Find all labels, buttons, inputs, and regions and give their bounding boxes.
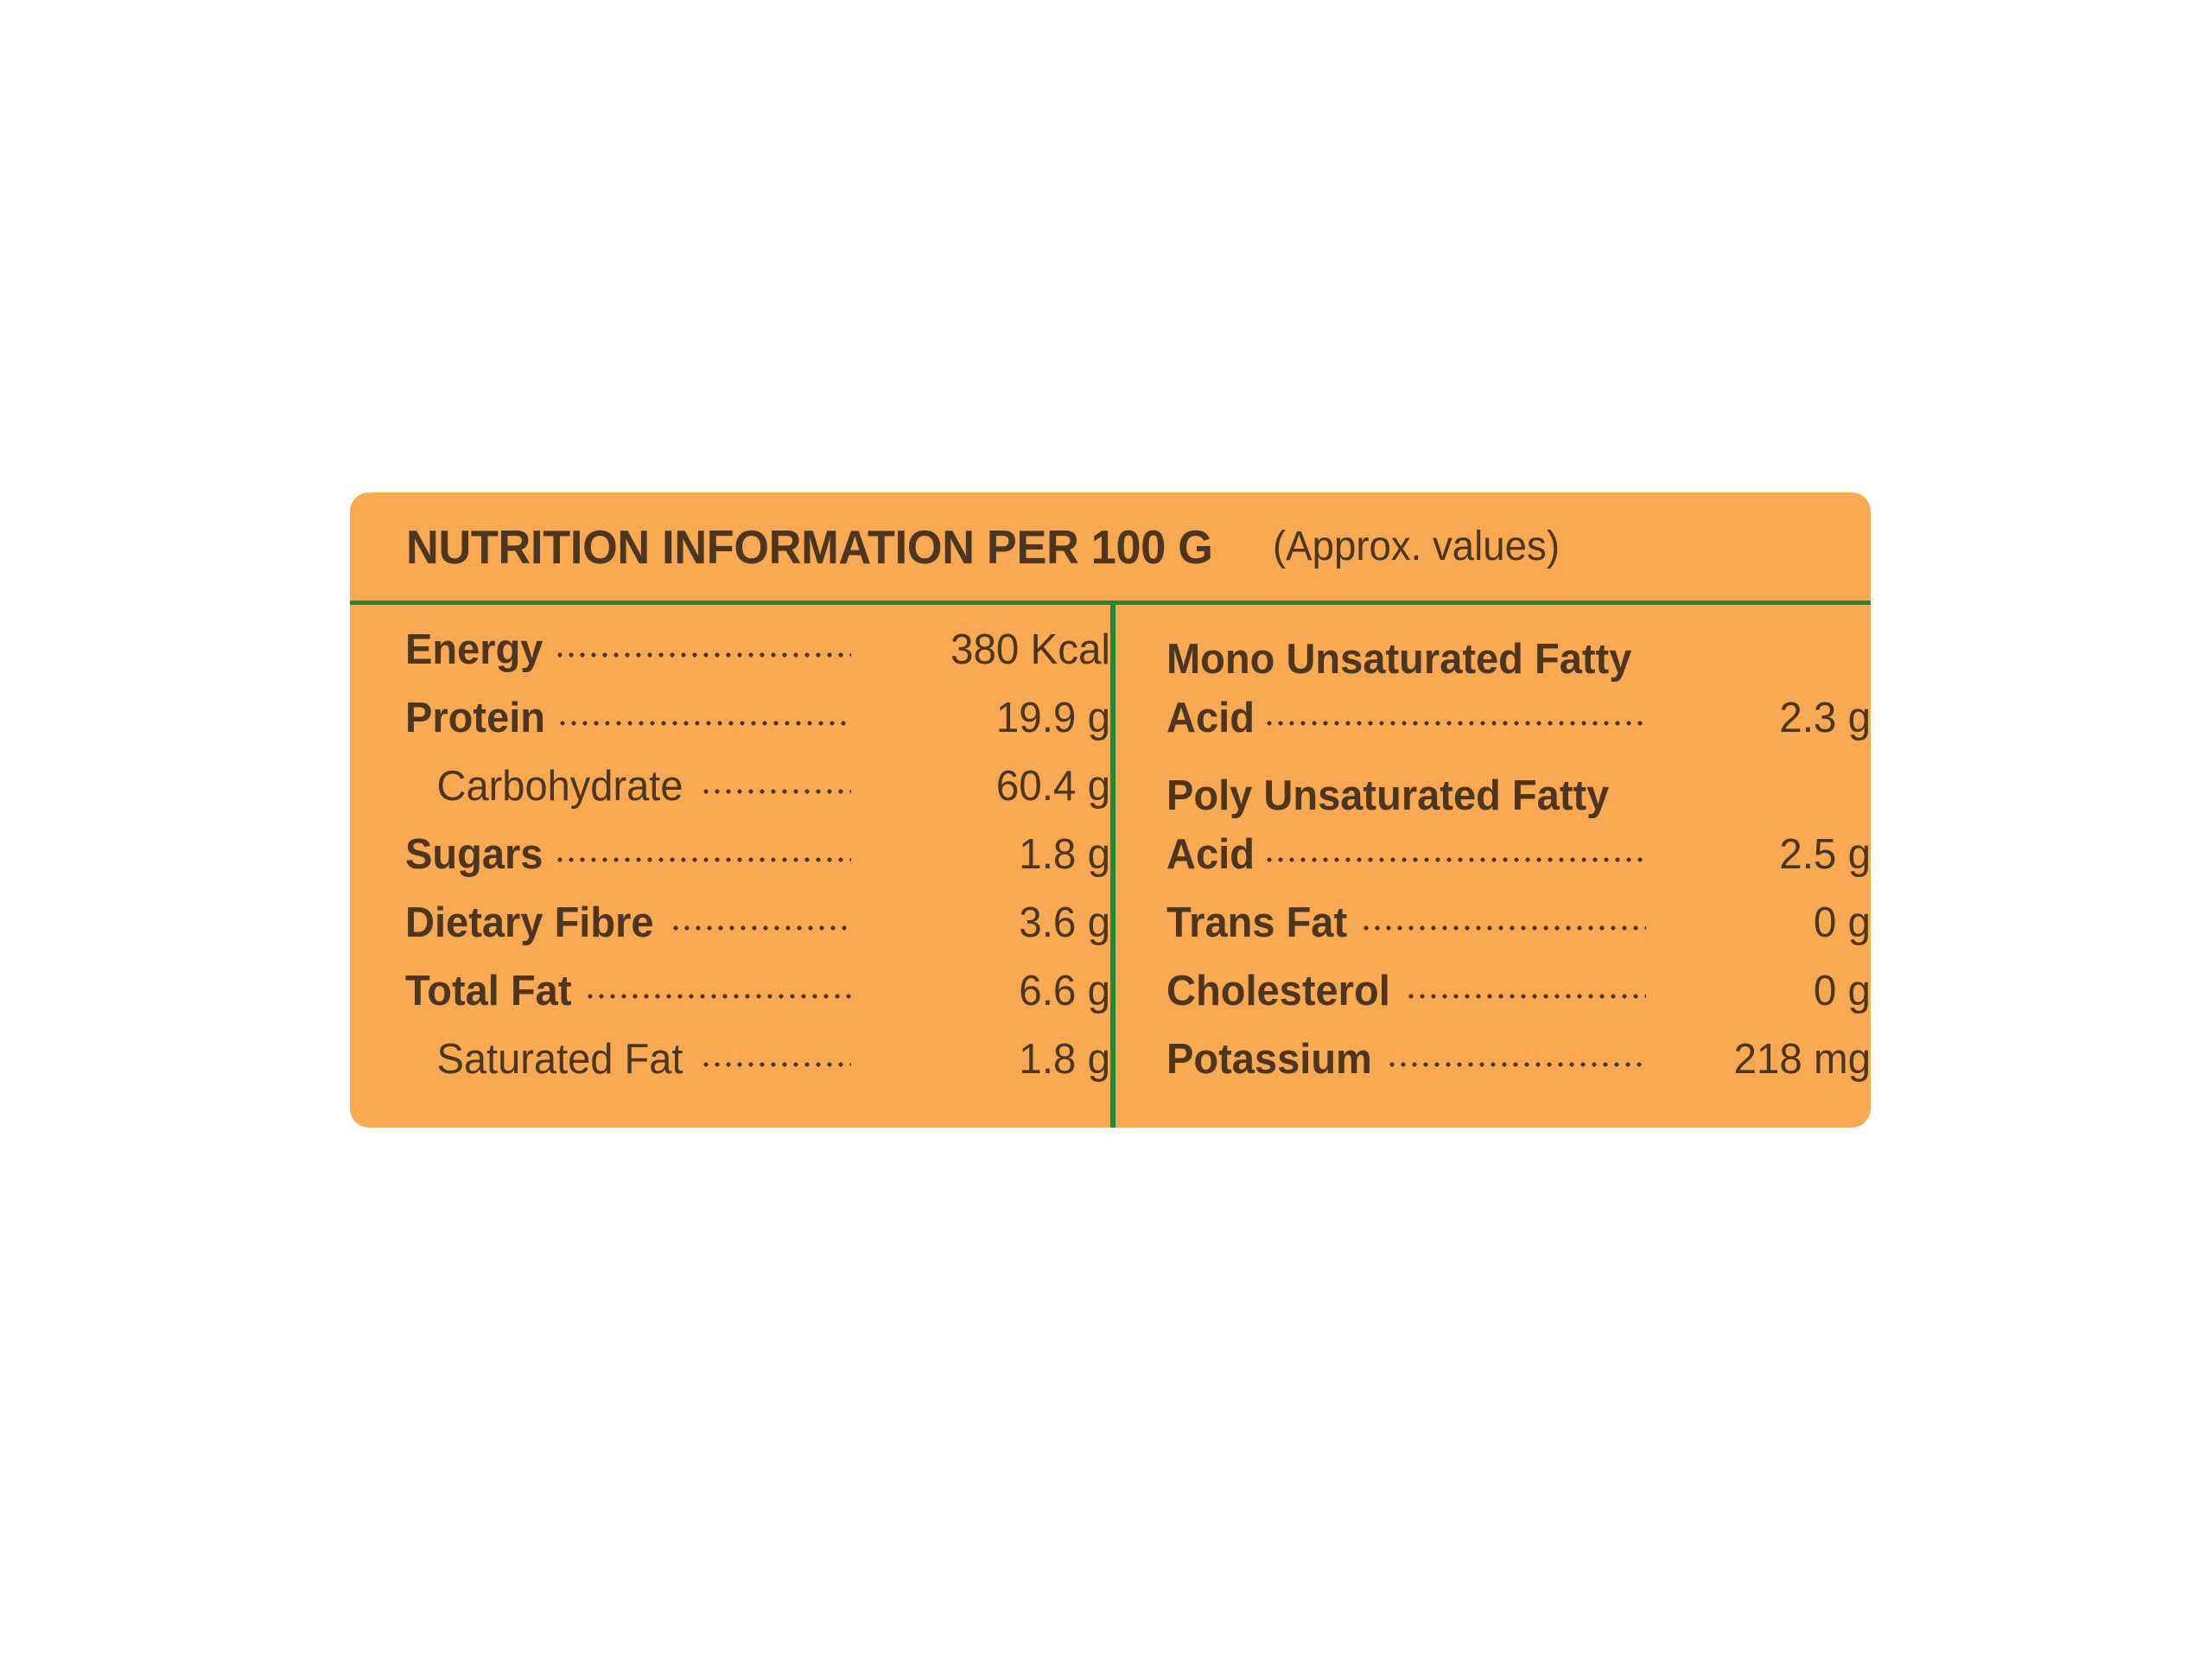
row-label: Sugars [405, 831, 543, 878]
nutrition-column-right: Mono Unsaturated Fatty Acid 2.3 g Poly U… [1110, 605, 1871, 1128]
row-label: Energy [405, 626, 543, 673]
row-label-continuation: Acid 2.5 g [1166, 830, 1871, 899]
row-value: 2.5 g [1779, 831, 1871, 878]
leader-dots [1389, 1061, 1646, 1068]
row-value: 380 Kcal [950, 626, 1110, 673]
table-row: Trans Fat 0 g [1166, 899, 1871, 967]
table-row: Energy 380 Kcal [405, 626, 1110, 694]
row-value: 6.6 g [1019, 968, 1110, 1014]
row-label: Cholesterol [1166, 968, 1390, 1014]
row-label-part2: Acid [1166, 695, 1255, 741]
row-value: 19.9 g [995, 695, 1110, 741]
row-value: 1.8 g [1019, 1036, 1110, 1083]
leader-dots [559, 720, 851, 727]
table-row: Saturated Fat 1.8 g [405, 1035, 1110, 1103]
table-row: Mono Unsaturated Fatty Acid 2.3 g [1166, 626, 1871, 762]
row-label: Protein [405, 695, 546, 741]
leader-dots [1363, 925, 1646, 931]
row-value: 1.8 g [1019, 831, 1110, 878]
leader-dots [1267, 720, 1646, 727]
leader-dots [1267, 856, 1646, 863]
row-value: 0 g [1813, 968, 1871, 1014]
panel-header: NUTRITION INFORMATION PER 100 G (Approx.… [350, 493, 1871, 601]
table-row: Total Fat 6.6 g [405, 967, 1110, 1035]
leader-dots [702, 1061, 851, 1068]
row-value: 60.4 g [995, 763, 1110, 810]
leader-dots [702, 788, 851, 795]
row-value: 3.6 g [1019, 899, 1110, 946]
header-subtitle: (Approx. values) [1272, 524, 1560, 569]
table-row: Cholesterol 0 g [1166, 967, 1871, 1035]
leader-dots [587, 993, 851, 1000]
header-divider-rule [350, 601, 1871, 605]
row-value: 2.3 g [1779, 695, 1871, 741]
leader-dots [1408, 993, 1646, 1000]
row-label: Saturated Fat [436, 1036, 683, 1083]
row-value: 218 mg [1733, 1036, 1871, 1083]
nutrition-columns: Energy 380 Kcal Protein 19.9 g Carbohydr… [350, 605, 1871, 1128]
column-divider-rule [1110, 605, 1116, 1128]
row-label: Mono Unsaturated Fatty [1166, 636, 1632, 683]
table-row: Poly Unsaturated Fatty Acid 2.5 g [1166, 762, 1871, 899]
row-label: Carbohydrate [436, 763, 683, 810]
table-row: Sugars 1.8 g [405, 830, 1110, 899]
row-label-continuation: Acid 2.3 g [1166, 694, 1871, 762]
table-row: Dietary Fibre 3.6 g [405, 899, 1110, 967]
nutrition-information-panel: NUTRITION INFORMATION PER 100 G (Approx.… [350, 493, 1871, 1128]
table-row: Carbohydrate 60.4 g [405, 762, 1110, 830]
page-title: NUTRITION INFORMATION PER 100 G [406, 519, 1213, 574]
row-label: Poly Unsaturated Fatty [1166, 772, 1610, 819]
leader-dots [557, 652, 851, 658]
row-value: 0 g [1813, 899, 1871, 946]
leader-dots [557, 856, 851, 863]
row-label-part2: Acid [1166, 831, 1255, 878]
table-row: Protein 19.9 g [405, 694, 1110, 762]
row-label: Trans Fat [1166, 899, 1348, 946]
nutrition-column-left: Energy 380 Kcal Protein 19.9 g Carbohydr… [350, 605, 1110, 1128]
table-row: Potassium 218 mg [1166, 1035, 1871, 1103]
row-label: Total Fat [405, 968, 572, 1014]
leader-dots [672, 925, 851, 931]
row-label: Dietary Fibre [405, 899, 654, 946]
row-label: Potassium [1166, 1036, 1372, 1083]
